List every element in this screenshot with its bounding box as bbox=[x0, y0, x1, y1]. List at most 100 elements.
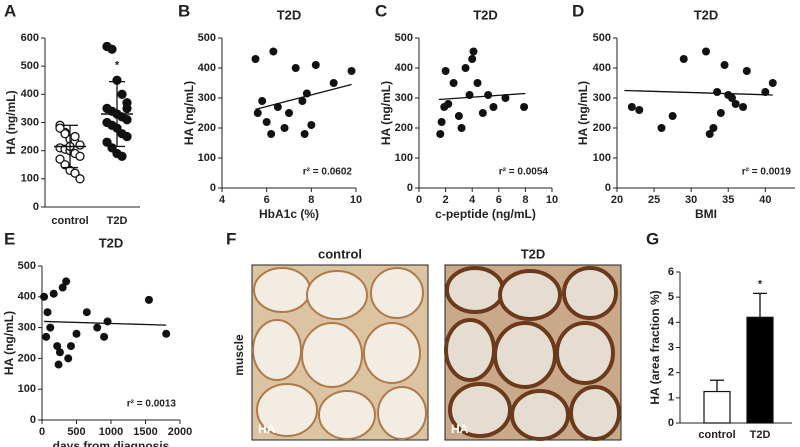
y-tick-label: 400 bbox=[395, 62, 413, 74]
y-tick-label: 0 bbox=[210, 182, 216, 194]
data-point bbox=[64, 354, 73, 363]
y-axis-label: HA (ng/mL) bbox=[379, 81, 393, 145]
muscle-fiber bbox=[444, 318, 496, 382]
data-point bbox=[668, 112, 677, 120]
data-point bbox=[713, 88, 722, 96]
data-point bbox=[66, 342, 75, 351]
x-tick-label: 0 bbox=[416, 194, 422, 206]
data-point bbox=[75, 140, 85, 150]
data-point bbox=[102, 137, 112, 147]
panel-letter: C bbox=[375, 1, 387, 20]
data-point bbox=[117, 151, 127, 161]
x-axis-label: c-peptide (ng/mL) bbox=[435, 207, 536, 221]
y-tick-label: 300 bbox=[198, 92, 216, 104]
y-axis-label: HA (area fraction %) bbox=[648, 290, 662, 404]
chart-title: T2D bbox=[473, 7, 498, 22]
data-point bbox=[311, 61, 320, 69]
muscle-fiber bbox=[363, 322, 421, 384]
x-tick-label: 25 bbox=[648, 194, 660, 206]
data-point bbox=[55, 154, 65, 164]
data-point bbox=[469, 47, 478, 56]
y-tick-label: 500 bbox=[198, 32, 216, 44]
y-tick-label: 400 bbox=[21, 88, 39, 100]
y-tick-label: 300 bbox=[593, 92, 611, 104]
data-point bbox=[122, 131, 132, 142]
data-point bbox=[679, 55, 688, 63]
data-point bbox=[300, 130, 309, 138]
x-tick-label: 500 bbox=[67, 426, 85, 438]
data-point bbox=[70, 168, 80, 178]
r-squared: r² = 0.0054 bbox=[499, 167, 549, 178]
data-point bbox=[122, 115, 132, 125]
chart-title: T2D bbox=[277, 7, 302, 22]
data-point bbox=[436, 130, 445, 138]
x-tick-label: 4 bbox=[219, 194, 226, 206]
x-tick-label: 6 bbox=[264, 194, 270, 206]
data-point bbox=[42, 332, 51, 341]
data-point bbox=[46, 323, 55, 332]
x-tick-label: 2000 bbox=[168, 426, 192, 438]
x-tick-label: control bbox=[51, 215, 88, 227]
data-point bbox=[657, 124, 666, 132]
bar bbox=[703, 390, 731, 424]
x-tick-label: 1000 bbox=[99, 426, 123, 438]
y-tick-label: 0 bbox=[407, 182, 413, 194]
y-tick-label: 4 bbox=[668, 316, 675, 328]
data-point bbox=[60, 129, 70, 139]
chart-title: T2D bbox=[99, 235, 124, 250]
bar bbox=[746, 316, 774, 424]
y-tick-label: 400 bbox=[18, 291, 36, 303]
data-point bbox=[75, 174, 85, 184]
muscle-fiber bbox=[301, 322, 363, 388]
data-point bbox=[705, 130, 714, 138]
x-tick-label: 10 bbox=[546, 194, 558, 206]
data-point bbox=[72, 329, 81, 338]
data-point bbox=[100, 332, 109, 341]
x-tick-label: 4 bbox=[469, 194, 476, 206]
x-tick-label: 35 bbox=[722, 194, 734, 206]
y-tick-label: 0 bbox=[33, 201, 39, 213]
data-point bbox=[291, 64, 300, 72]
data-point bbox=[709, 124, 718, 132]
data-point bbox=[53, 342, 62, 351]
data-point bbox=[484, 91, 493, 99]
r-squared: r² = 0.0019 bbox=[742, 167, 792, 178]
x-tick-label: 40 bbox=[759, 194, 771, 206]
muscle-fiber bbox=[256, 383, 318, 437]
x-axis-label: BMI bbox=[695, 207, 717, 221]
stain-label: HA bbox=[451, 422, 469, 436]
muscle-fiber bbox=[318, 390, 376, 440]
panel-title: control bbox=[318, 246, 362, 261]
trend-line bbox=[44, 320, 167, 326]
y-tick-label: 200 bbox=[21, 145, 39, 157]
data-point bbox=[103, 317, 112, 326]
data-point bbox=[727, 94, 736, 102]
data-point bbox=[635, 106, 644, 114]
muscle-fiber bbox=[252, 319, 302, 381]
data-point bbox=[473, 79, 482, 87]
muscle-fiber bbox=[510, 389, 570, 441]
trend-line bbox=[624, 89, 773, 96]
x-tick-label: 10 bbox=[350, 194, 362, 206]
muscle-fiber bbox=[306, 270, 368, 320]
panel-letter: G bbox=[646, 229, 659, 248]
data-point bbox=[273, 103, 282, 111]
y-axis-label: HA (ng/mL) bbox=[576, 81, 590, 145]
y-tick-label: 1 bbox=[668, 392, 674, 404]
data-point bbox=[449, 79, 458, 87]
y-tick-label: 100 bbox=[21, 173, 39, 185]
muscle-fiber bbox=[448, 382, 512, 438]
data-point bbox=[280, 124, 289, 132]
y-tick-label: 300 bbox=[21, 116, 39, 128]
x-tick-label: 20 bbox=[611, 194, 623, 206]
muscle-fiber bbox=[493, 321, 557, 389]
r-squared: r² = 0.0602 bbox=[303, 167, 353, 178]
x-tick-label: 0 bbox=[39, 426, 45, 438]
data-point bbox=[60, 160, 70, 170]
data-point bbox=[55, 123, 65, 133]
data-point bbox=[262, 118, 271, 126]
data-point bbox=[520, 103, 529, 111]
muscle-fiber bbox=[555, 321, 615, 385]
panel-letter: A bbox=[4, 1, 16, 20]
